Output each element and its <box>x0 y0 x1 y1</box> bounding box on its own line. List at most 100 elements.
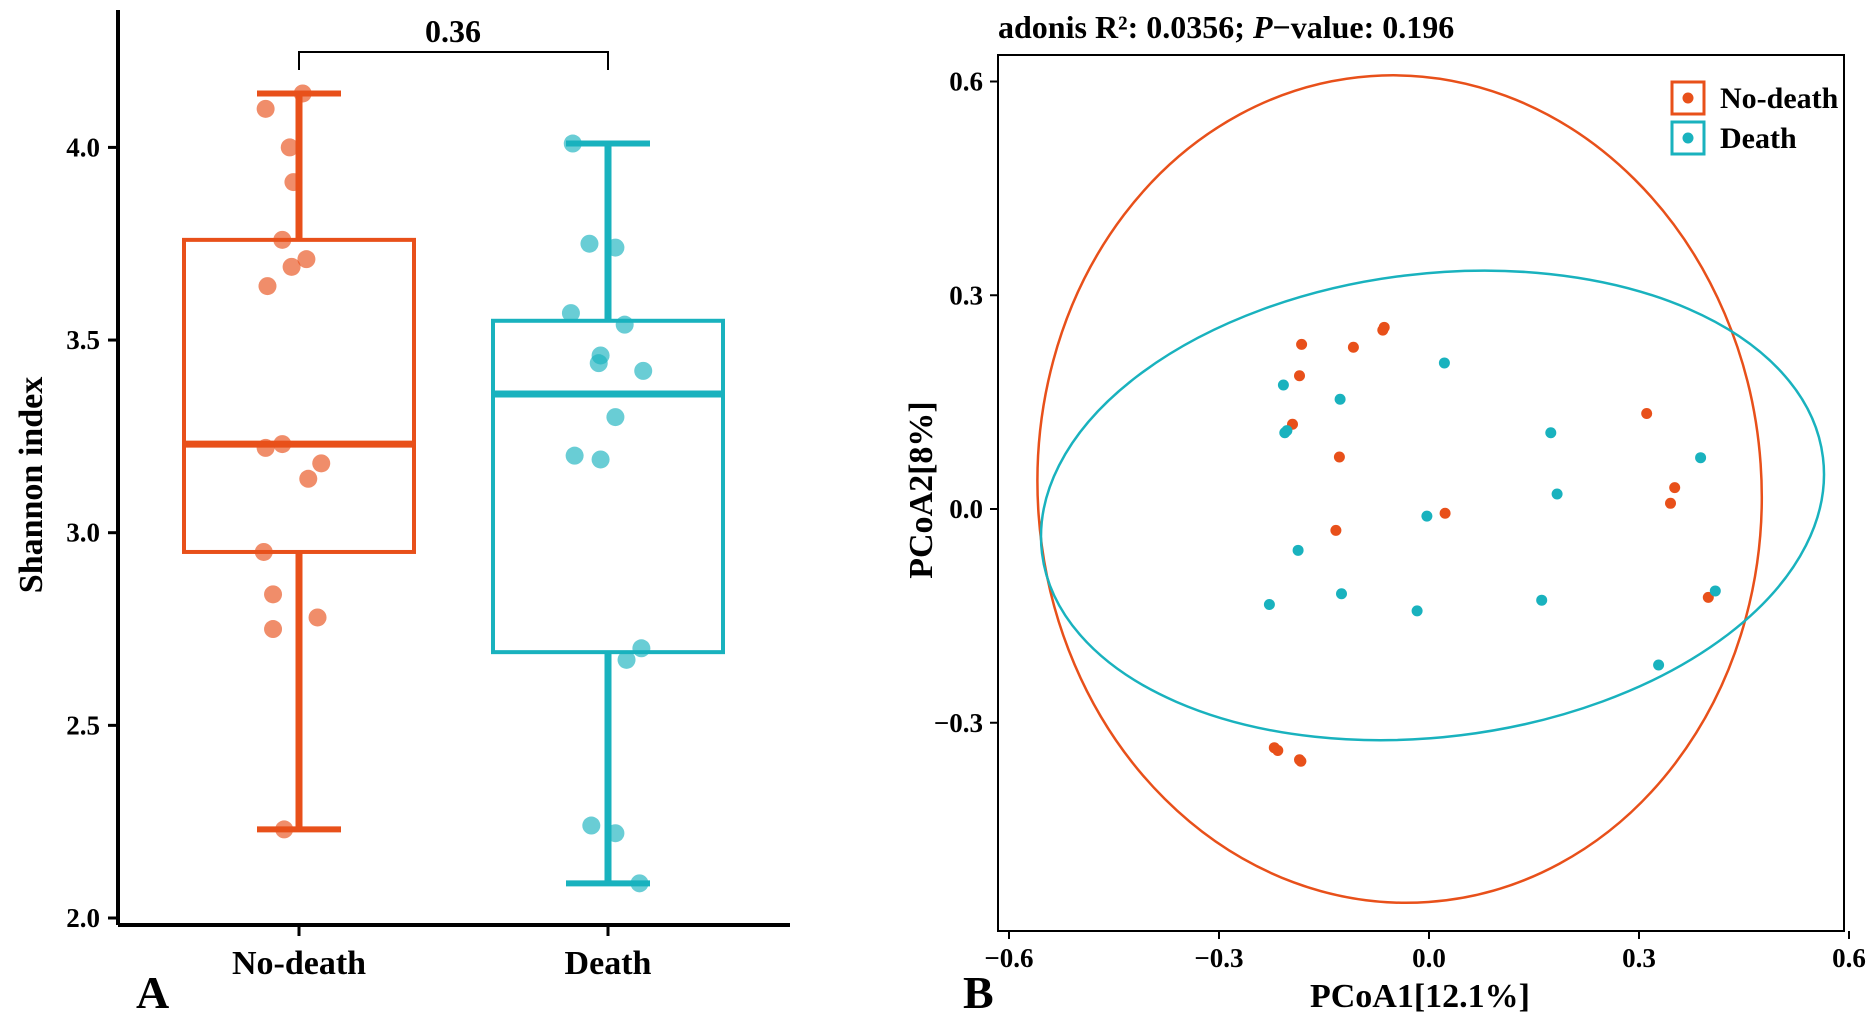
legend-label-death: Death <box>1720 122 1797 155</box>
panel-a-y-tick-label: 4.0 <box>66 132 100 162</box>
panel-a-x-tick-label: No-death <box>232 945 366 982</box>
data-point-no-death <box>256 438 275 457</box>
panel-b-title: adonis R²: 0.0356; P−value: 0.196 <box>998 9 1454 45</box>
panel-a-y-tick-label: 2.0 <box>66 903 100 933</box>
data-point-no-death <box>258 277 277 296</box>
panel-b-x-tick-label: −0.6 <box>984 943 1033 973</box>
panel-b-pcoa: adonis R²: 0.0356; P−value: 0.196 −0.3 0.… <box>903 9 1866 1017</box>
panel-b-y-tick-label: −0.3 <box>934 708 983 738</box>
panel-b-letter: B <box>963 967 994 1017</box>
pcoa-point-death <box>1438 357 1450 369</box>
legend-dot-death <box>1682 132 1694 144</box>
data-point-death <box>617 650 636 669</box>
panel-a-comparison-bracket: 0.36 <box>298 13 609 70</box>
pcoa-point-no-death <box>1347 341 1359 353</box>
data-point-no-death <box>282 257 301 276</box>
pcoa-point-no-death <box>1669 482 1681 494</box>
data-point-no-death <box>264 620 283 639</box>
panel-a-x-tick-label: Death <box>565 945 652 982</box>
pcoa-point-death <box>1545 427 1557 439</box>
data-point-death <box>615 315 634 334</box>
panel-b-x-tick-label: 0.3 <box>1622 943 1656 973</box>
data-point-no-death <box>284 173 303 192</box>
panel-b-x-tick-label: −0.3 <box>1194 943 1243 973</box>
data-point-death <box>561 304 580 323</box>
data-point-death <box>591 450 610 469</box>
pcoa-point-death <box>1411 605 1423 617</box>
data-point-no-death <box>312 454 331 473</box>
pcoa-point-no-death <box>1665 497 1676 509</box>
pcoa-point-death <box>1292 544 1304 556</box>
panel-a-y-tick-label: 3.0 <box>66 518 100 548</box>
pcoa-point-no-death <box>1378 321 1390 333</box>
panel-b-y-axis-title: PCoA2[8%] <box>903 401 940 579</box>
data-point-no-death <box>275 820 294 839</box>
legend-dot-no-death <box>1682 92 1694 104</box>
pcoa-point-death <box>1695 452 1707 464</box>
data-point-death <box>582 816 601 835</box>
pcoa-point-death <box>1263 598 1275 610</box>
panel-a-y-tick-label: 3.5 <box>66 325 100 355</box>
pcoa-point-death <box>1336 588 1347 600</box>
panel-b-y-tick-label: 0.3 <box>949 280 983 310</box>
data-point-death <box>606 408 625 427</box>
panel-a-x-ticks: No-death Death <box>232 925 652 982</box>
pcoa-point-no-death <box>1439 507 1451 519</box>
panel-a-points <box>254 84 653 893</box>
pcoa-point-no-death <box>1330 524 1342 536</box>
panel-a-y-ticks: 2.0 2.5 3.0 3.5 4.0 <box>66 132 118 933</box>
pcoa-point-death <box>1281 425 1293 437</box>
data-point-no-death <box>256 99 275 118</box>
pcoa-point-no-death <box>1295 755 1307 767</box>
pcoa-point-death <box>1709 585 1721 597</box>
data-point-no-death <box>254 542 273 561</box>
pcoa-point-no-death <box>1641 408 1653 420</box>
panel-b-x-tick-label: 0.0 <box>1412 943 1446 973</box>
panel-a-boxes <box>182 90 725 887</box>
panel-b-plot-frame <box>997 54 1845 932</box>
data-point-death <box>606 238 625 257</box>
pcoa-point-no-death <box>1702 591 1714 603</box>
data-point-no-death <box>293 84 312 103</box>
panel-b-x-ticks: −0.6 −0.3 0.0 0.3 0.6 <box>984 931 1866 973</box>
data-point-no-death <box>299 469 318 488</box>
panel-b-points <box>1263 321 1721 767</box>
data-point-death <box>565 446 584 465</box>
panel-a-y-tick-label: 2.5 <box>66 710 100 740</box>
pcoa-point-death <box>1536 594 1548 606</box>
data-point-no-death <box>273 230 292 249</box>
panel-b-y-tick-label: 0.0 <box>949 494 983 524</box>
panel-a-boxplot: 2.0 2.5 3.0 3.5 4.0 No-death Death 0.36 Shann… <box>13 10 790 1017</box>
data-point-no-death <box>264 585 283 604</box>
pcoa-point-no-death <box>1294 370 1305 382</box>
pcoa-point-death <box>1334 393 1346 405</box>
pcoa-point-death <box>1277 379 1289 391</box>
confidence-ellipse-no-death <box>1036 74 1764 905</box>
data-point-death <box>606 824 625 843</box>
pcoa-point-no-death <box>1272 745 1284 757</box>
data-point-no-death <box>308 608 327 627</box>
data-point-death <box>580 234 599 253</box>
panel-a-letter: A <box>136 967 169 1017</box>
legend-key-no-death <box>1670 80 1706 116</box>
pcoa-point-death <box>1421 510 1433 522</box>
panel-a-comparison-label: 0.36 <box>425 13 481 49</box>
panel-b-y-ticks: −0.3 0.0 0.3 0.6 <box>934 67 998 738</box>
data-point-no-death <box>297 250 316 269</box>
panel-b-ellipses <box>1036 74 1826 905</box>
data-point-death <box>634 361 653 380</box>
panel-b-legend: No-death Death <box>1670 80 1839 156</box>
data-point-no-death <box>280 138 299 157</box>
data-point-death <box>589 354 608 373</box>
pcoa-point-no-death <box>1296 338 1308 350</box>
data-point-no-death <box>273 435 292 454</box>
box-body-no-death <box>182 237 416 554</box>
panel-a-y-axis-title: Shannon index <box>13 377 50 593</box>
legend-label-no-death: No-death <box>1720 82 1839 115</box>
panel-b-y-tick-label: 0.6 <box>949 67 983 97</box>
panel-b-x-tick-label: 0.6 <box>1832 943 1866 973</box>
data-point-death <box>632 639 651 658</box>
pcoa-point-death <box>1551 488 1563 500</box>
box-body-death <box>491 318 725 655</box>
